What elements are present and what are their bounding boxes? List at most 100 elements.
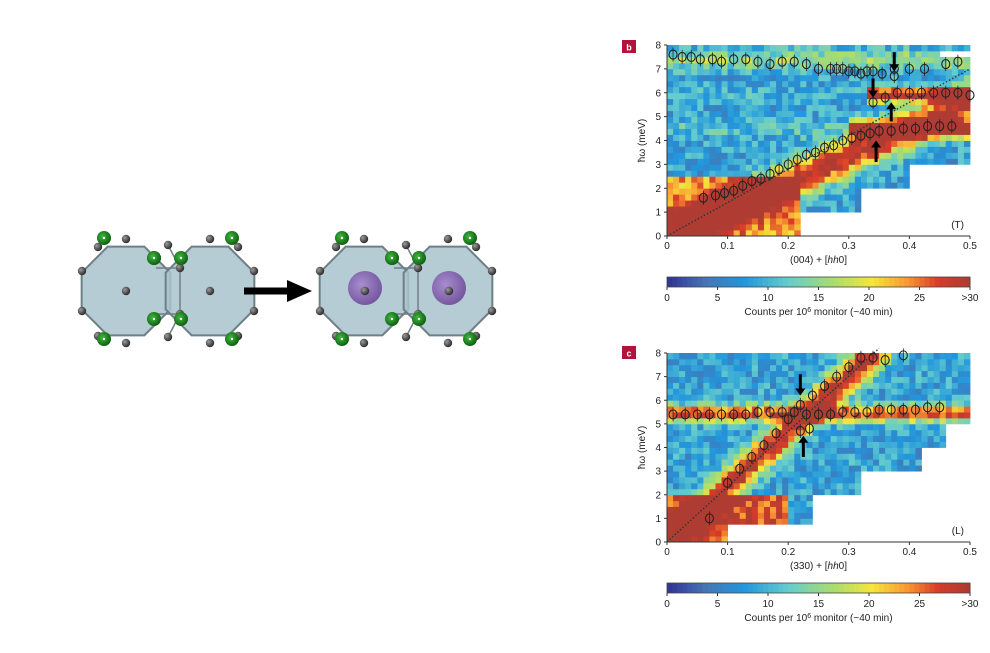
heatmap-cell [945,382,953,389]
heatmap-cell [806,188,813,195]
heatmap-cell [733,182,741,189]
heatmap-cell [715,524,722,531]
heatmap-cell [691,477,698,484]
heatmap-cell [933,429,941,437]
heatmap-cell [788,45,795,52]
heatmap-cell [806,200,813,207]
heatmap-cell [679,530,686,537]
heatmap-cell [757,134,765,141]
heatmap-cell [733,110,741,118]
heatmap-cell [691,423,698,431]
heatmap-cell [685,518,692,525]
heatmap-cell [709,370,716,378]
heatmap-cell [739,50,747,58]
heatmap-cell [921,74,928,82]
heatmap-cell [951,134,959,141]
heatmap-cell [691,86,698,94]
heatmap-cell [824,353,832,360]
heatmap-cell [903,459,910,466]
heatmap-cell [866,364,874,372]
heatmap-cell [667,188,674,195]
heatmap-cell [709,376,716,383]
heatmap-cell [709,86,716,94]
heatmap-cell [770,182,777,189]
heatmap-cell [806,412,813,419]
heatmap-cell [939,116,947,123]
heatmap-cell [782,176,789,183]
heatmap-cell [776,80,783,88]
heatmap-cell [951,417,959,425]
heatmap-cell [697,116,704,123]
heatmap-cell [848,441,856,448]
heatmap-cell [727,423,735,431]
heatmap-cell [933,353,941,360]
heatmap-cell [697,530,704,537]
heatmap-cell [685,353,692,360]
atom-dark [315,306,325,316]
heatmap-cell [824,206,832,213]
data-point [820,142,830,153]
heatmap-cell [873,176,880,183]
heatmap-cell [951,110,959,118]
heatmap-cell [763,176,771,183]
heatmap-cell [697,441,704,448]
heatmap-cell [854,122,862,129]
colorbar-segment [919,277,926,287]
heatmap-cell [751,50,759,58]
heatmap-cell [885,140,892,147]
colorbar-segment [818,583,825,593]
heatmap-cell [860,435,868,442]
heatmap-cell [836,74,844,82]
heatmap-cell [848,200,856,207]
data-point [813,63,824,74]
heatmap-cell [866,400,874,407]
heatmap-cell [921,441,928,448]
heatmap-cell [951,140,959,147]
data-point [941,59,951,70]
colorbar-segment [863,583,870,593]
heatmap-cell [891,453,898,460]
heatmap-cell [703,500,710,507]
heatmap-cell [697,176,704,183]
colorbar-segment [853,277,860,287]
heatmap-cell [745,518,753,525]
heatmap-cell [788,358,795,366]
heatmap-cell [745,128,753,135]
heatmap-cell [745,435,753,442]
heatmap-cell [697,494,704,502]
heatmap-cell [679,482,686,490]
heatmap-cell [715,423,722,431]
heatmap-cell [715,435,722,442]
heatmap-cell [927,429,935,437]
heatmap-cell [885,152,892,159]
heatmap-cell [751,353,759,360]
colorbar-tick-label: 25 [914,293,926,304]
colorbar-segment [823,277,830,287]
heatmap-cell [782,182,789,189]
data-point [850,407,860,418]
heatmap-cell [691,536,698,543]
heatmap-cell [957,353,965,360]
heatmap-cell [879,116,886,123]
heatmap-cell [733,212,741,219]
heatmap-cell [800,188,807,195]
heatmap-cell [709,218,716,225]
heatmap-cell [921,412,928,419]
y-tick-label: 3 [655,467,661,478]
heatmap-cell [770,80,777,88]
heatmap-cell [788,56,795,64]
heatmap-cell [697,524,704,531]
heatmap-cell [763,482,771,490]
heatmap-cell [939,400,947,407]
colorbar-tick-label: 15 [813,599,825,610]
heatmap-cell [727,506,735,513]
colorbar-tick-label: 5 [715,293,721,304]
heatmap-cell [763,353,771,360]
heatmap-cell [788,122,795,129]
heatmap-cell [776,212,783,219]
heatmap-cell [667,122,674,129]
heatmap-cell [757,158,765,165]
panel-letter-box-b [622,40,636,53]
heatmap-cell [951,146,959,153]
heatmap-cell [673,364,680,372]
